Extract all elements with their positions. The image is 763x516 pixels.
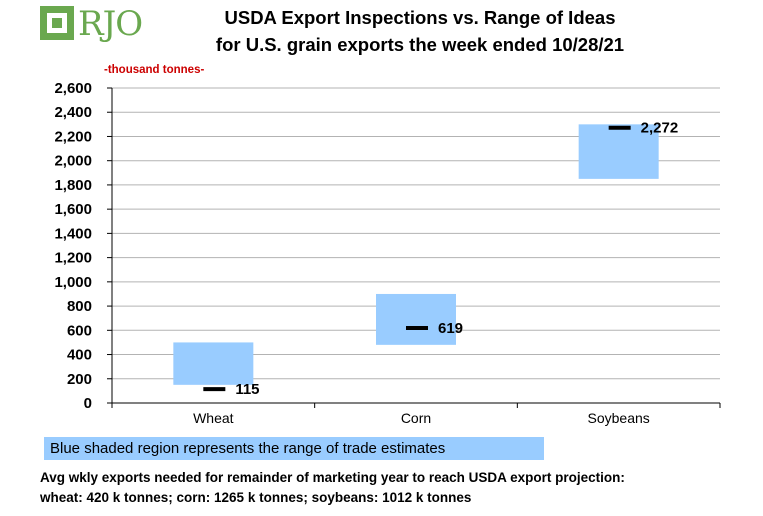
y-tick-label: 600: [67, 322, 92, 339]
y-tick-label: 1,200: [54, 250, 92, 267]
rjo-logo: RJO: [40, 4, 143, 46]
x-tick-label: Wheat: [193, 410, 234, 426]
y-tick-label: 1,000: [54, 274, 92, 291]
range-bar: [376, 293, 456, 345]
data-label: 115: [235, 381, 259, 398]
x-tick-label: Corn: [401, 410, 431, 426]
y-tick-label: 0: [84, 395, 92, 412]
logo-mark-icon: [40, 6, 74, 40]
chart-title: USDA Export Inspections vs. Range of Ide…: [150, 4, 690, 58]
range-bar: [173, 342, 254, 385]
y-tick-label: 1,600: [54, 201, 92, 218]
footnote: Avg wkly exports needed for remainder of…: [40, 468, 625, 508]
y-tick-label: 2,400: [54, 104, 92, 121]
units-label: -thousand tonnes-: [104, 64, 205, 76]
y-tick-label: 1,800: [54, 177, 92, 194]
footnote-line-2: wheat: 420 k tonnes; corn: 1265 k tonnes…: [40, 490, 472, 505]
y-tick-label: 800: [67, 298, 92, 315]
y-tick-label: 2,200: [54, 128, 92, 145]
range-bar: [578, 124, 659, 179]
footnote-line-1: Avg wkly exports needed for remainder of…: [40, 470, 625, 485]
y-tick-label: 200: [67, 371, 92, 388]
y-tick-label: 1,400: [54, 225, 92, 242]
y-tick-label: 2,000: [54, 153, 92, 170]
y-tick-label: 400: [67, 347, 92, 364]
logo-wordmark: RJO: [78, 4, 143, 44]
data-label: 2,272: [641, 120, 679, 137]
data-label: 619: [438, 320, 463, 337]
y-tick-label: 2,600: [54, 80, 92, 97]
x-tick-label: Soybeans: [588, 410, 650, 426]
legend-range-note: Blue shaded region represents the range …: [44, 437, 544, 460]
chart-title-line-2: for U.S. grain exports the week ended 10…: [215, 34, 625, 55]
chart-title-line-1: USDA Export Inspections vs. Range of Ide…: [224, 7, 616, 28]
